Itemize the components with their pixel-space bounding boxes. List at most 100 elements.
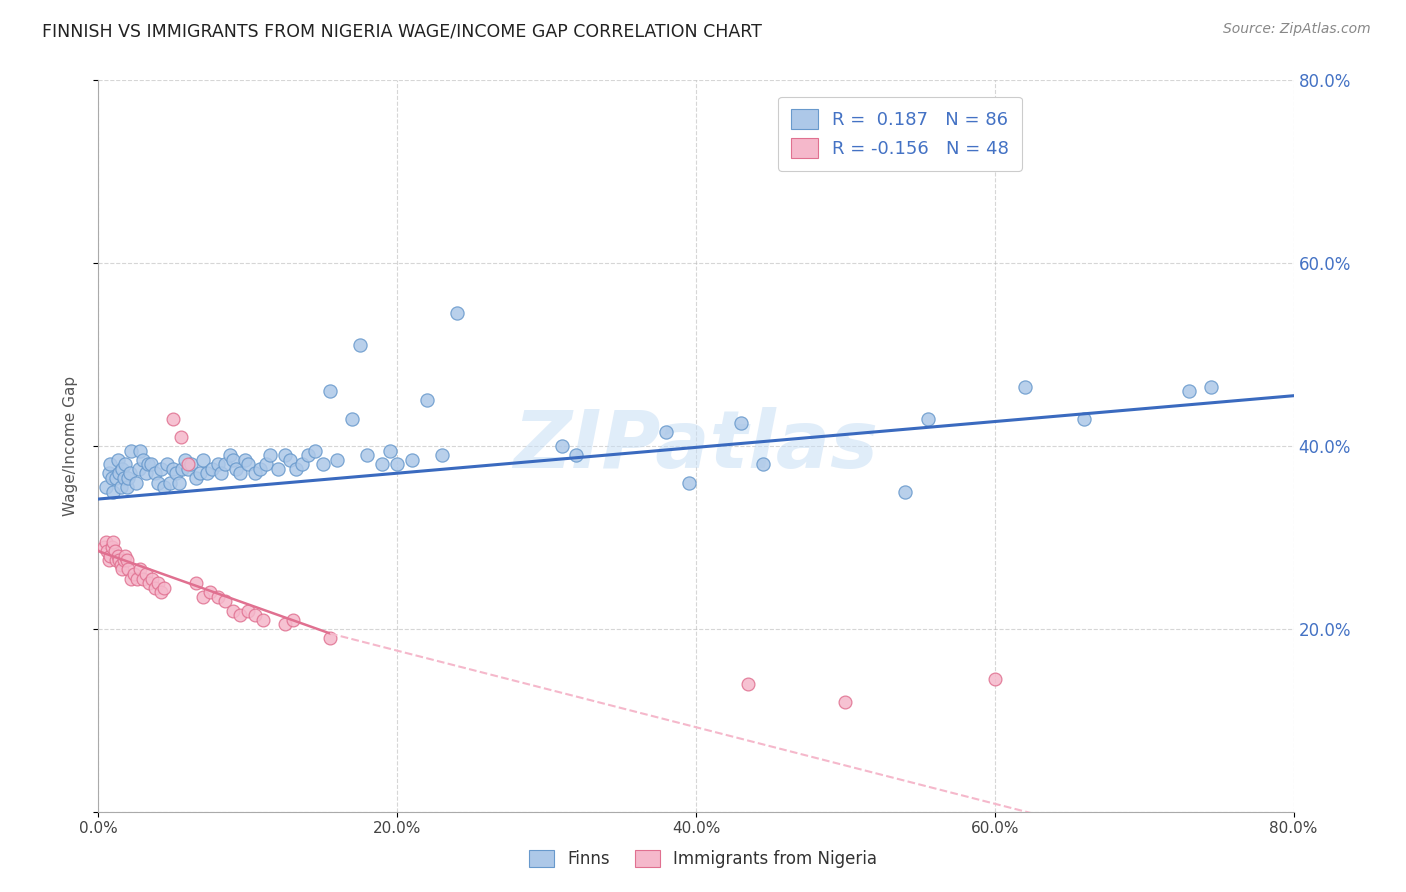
Point bbox=[128, 462, 150, 476]
Point bbox=[356, 448, 378, 462]
Point bbox=[153, 581, 176, 595]
Point bbox=[371, 457, 394, 471]
Point bbox=[222, 603, 245, 617]
Point bbox=[229, 467, 252, 481]
Point bbox=[114, 457, 136, 471]
Point bbox=[105, 553, 128, 567]
Point bbox=[274, 448, 297, 462]
Point bbox=[191, 590, 214, 604]
Point bbox=[127, 572, 149, 586]
Point bbox=[737, 676, 759, 690]
Point bbox=[245, 467, 267, 481]
Point bbox=[115, 553, 138, 567]
Point bbox=[207, 590, 229, 604]
Text: FINNISH VS IMMIGRANTS FROM NIGERIA WAGE/INCOME GAP CORRELATION CHART: FINNISH VS IMMIGRANTS FROM NIGERIA WAGE/… bbox=[42, 22, 762, 40]
Point bbox=[281, 613, 304, 627]
Point bbox=[197, 467, 219, 481]
Point bbox=[115, 480, 138, 494]
Point bbox=[229, 608, 252, 623]
Point bbox=[291, 457, 314, 471]
Point bbox=[446, 306, 468, 320]
Point bbox=[254, 457, 277, 471]
Point bbox=[894, 484, 917, 499]
Point bbox=[117, 471, 139, 485]
Point bbox=[148, 475, 170, 490]
Point bbox=[834, 695, 856, 709]
Point bbox=[129, 562, 152, 576]
Point bbox=[103, 535, 125, 549]
Point bbox=[200, 585, 222, 599]
Point bbox=[252, 613, 274, 627]
Point bbox=[1201, 379, 1223, 393]
Point bbox=[297, 448, 319, 462]
Point bbox=[108, 467, 131, 481]
Point bbox=[249, 462, 271, 476]
Point bbox=[132, 452, 155, 467]
Point bbox=[191, 452, 214, 467]
Point bbox=[184, 471, 207, 485]
Point bbox=[550, 439, 572, 453]
Point bbox=[112, 553, 135, 567]
Point bbox=[565, 448, 588, 462]
Point bbox=[319, 384, 342, 398]
Point bbox=[917, 411, 939, 425]
Point bbox=[108, 553, 131, 567]
Point bbox=[159, 475, 181, 490]
Point bbox=[148, 576, 170, 591]
Point bbox=[162, 462, 184, 476]
Legend: R =  0.187   N = 86, R = -0.156   N = 48: R = 0.187 N = 86, R = -0.156 N = 48 bbox=[778, 96, 1022, 170]
Point bbox=[259, 448, 281, 462]
Point bbox=[101, 471, 124, 485]
Point bbox=[180, 457, 202, 471]
Point bbox=[430, 448, 453, 462]
Point bbox=[177, 462, 200, 476]
Point bbox=[378, 443, 401, 458]
Point bbox=[156, 457, 179, 471]
Point bbox=[172, 462, 194, 476]
Point bbox=[107, 549, 129, 563]
Point bbox=[143, 467, 166, 481]
Point bbox=[97, 467, 120, 481]
Point bbox=[188, 467, 211, 481]
Point bbox=[98, 549, 122, 563]
Point bbox=[278, 452, 301, 467]
Point bbox=[1178, 384, 1201, 398]
Point bbox=[245, 608, 267, 623]
Point bbox=[94, 535, 117, 549]
Point bbox=[120, 572, 142, 586]
Point bbox=[236, 603, 259, 617]
Point bbox=[141, 572, 163, 586]
Point bbox=[274, 617, 297, 632]
Point bbox=[143, 581, 166, 595]
Point bbox=[125, 475, 148, 490]
Text: ZIPatlas: ZIPatlas bbox=[513, 407, 879, 485]
Point bbox=[984, 672, 1007, 686]
Point bbox=[219, 448, 242, 462]
Point bbox=[401, 452, 423, 467]
Y-axis label: Wage/Income Gap: Wage/Income Gap bbox=[63, 376, 77, 516]
Point bbox=[284, 462, 307, 476]
Point bbox=[214, 594, 236, 608]
Point bbox=[1014, 379, 1036, 393]
Point bbox=[1073, 411, 1095, 425]
Point bbox=[124, 567, 146, 582]
Point bbox=[97, 553, 120, 567]
Point bbox=[267, 462, 290, 476]
Point bbox=[209, 467, 232, 481]
Point bbox=[96, 544, 118, 558]
Point bbox=[304, 443, 326, 458]
Point bbox=[184, 576, 207, 591]
Point bbox=[93, 540, 115, 554]
Point bbox=[135, 567, 157, 582]
Point bbox=[655, 425, 678, 440]
Point bbox=[177, 457, 200, 471]
Point bbox=[162, 411, 184, 425]
Point bbox=[150, 585, 173, 599]
Point bbox=[111, 562, 134, 576]
Point bbox=[136, 457, 159, 471]
Point bbox=[165, 467, 187, 481]
Point bbox=[129, 443, 152, 458]
Point bbox=[111, 462, 134, 476]
Point bbox=[167, 475, 190, 490]
Point bbox=[319, 631, 342, 645]
